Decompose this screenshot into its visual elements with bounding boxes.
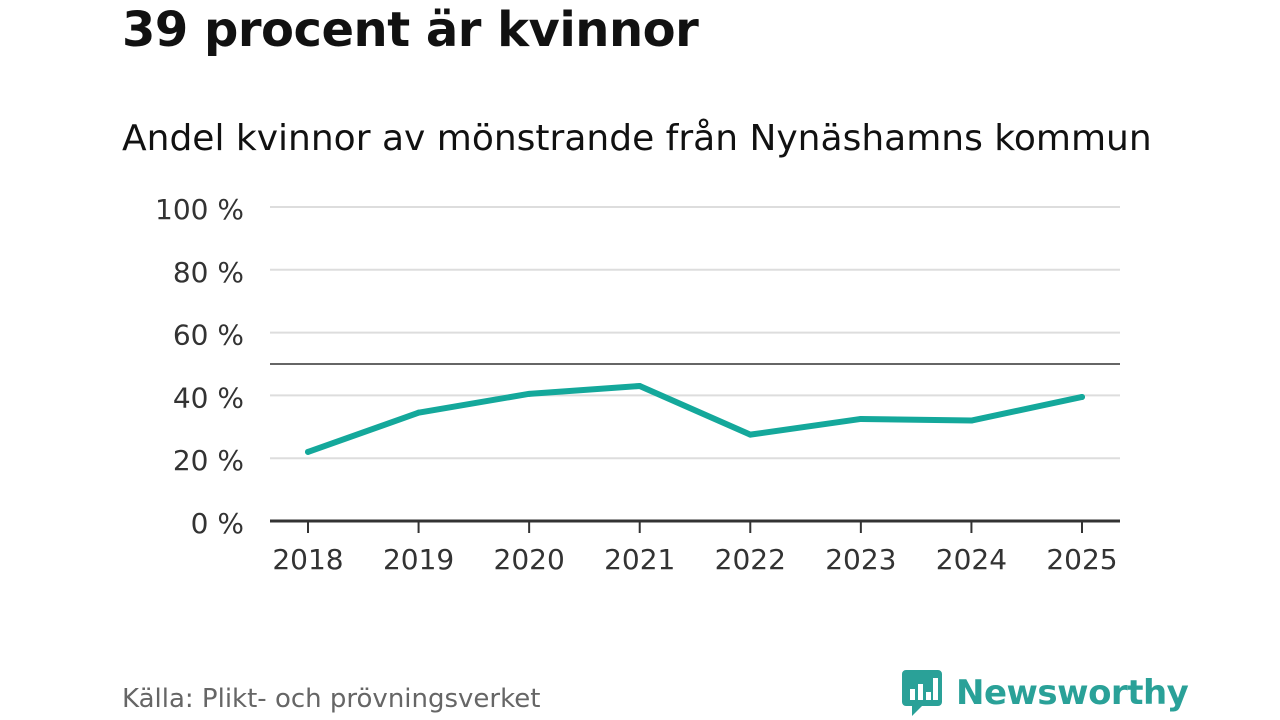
y-tick-labels: 0 % 20 % 40 % 60 % 80 % 100 % bbox=[155, 193, 244, 540]
data-point-2019 bbox=[415, 409, 422, 416]
x-tick-label: 2021 bbox=[604, 543, 675, 576]
y-tick-label: 40 % bbox=[173, 381, 244, 414]
x-tick-label: 2025 bbox=[1046, 543, 1117, 576]
data-point-2023 bbox=[857, 415, 864, 422]
data-point-2021 bbox=[636, 382, 643, 389]
x-tick-label: 2018 bbox=[272, 543, 343, 576]
x-tick-label: 2022 bbox=[715, 543, 786, 576]
brand-name: Newsworthy bbox=[956, 673, 1189, 713]
data-point-2018 bbox=[305, 448, 311, 455]
headline: 39 procent är kvinnor bbox=[122, 2, 699, 58]
y-tick-label: 20 % bbox=[173, 444, 244, 477]
data-point-2025 bbox=[1079, 393, 1085, 400]
x-tick-label: 2019 bbox=[383, 543, 454, 576]
axes bbox=[270, 519, 1120, 533]
x-tick-label: 2020 bbox=[494, 543, 565, 576]
grid-lines bbox=[270, 206, 1120, 460]
y-tick-label: 80 % bbox=[173, 256, 244, 289]
y-tick-label: 60 % bbox=[173, 319, 244, 352]
source-note: Källa: Plikt- och prövningsverket bbox=[122, 684, 541, 714]
series-layer bbox=[305, 382, 1085, 455]
newsworthy-logo-icon bbox=[902, 670, 942, 716]
data-point-2022 bbox=[747, 431, 754, 438]
y-tick-label: 0 % bbox=[191, 507, 244, 540]
chart-title: Andel kvinnor av mönstrande från Nynäsha… bbox=[122, 118, 1152, 159]
line-chart: 0 % 20 % 40 % 60 % 80 % 100 % 2018 2019 2020 202… bbox=[155, 193, 1120, 576]
x-tick-label: 2024 bbox=[936, 543, 1007, 576]
data-point-2024 bbox=[968, 417, 975, 424]
data-point-2020 bbox=[526, 390, 533, 397]
brand[interactable]: Newsworthy bbox=[902, 670, 1189, 716]
x-tick-label: 2023 bbox=[825, 543, 896, 576]
y-tick-label: 100 % bbox=[155, 193, 244, 226]
x-tick-labels: 2018 2019 2020 2021 2022 2023 2024 2025 bbox=[272, 543, 1117, 576]
series-line bbox=[305, 382, 1085, 455]
